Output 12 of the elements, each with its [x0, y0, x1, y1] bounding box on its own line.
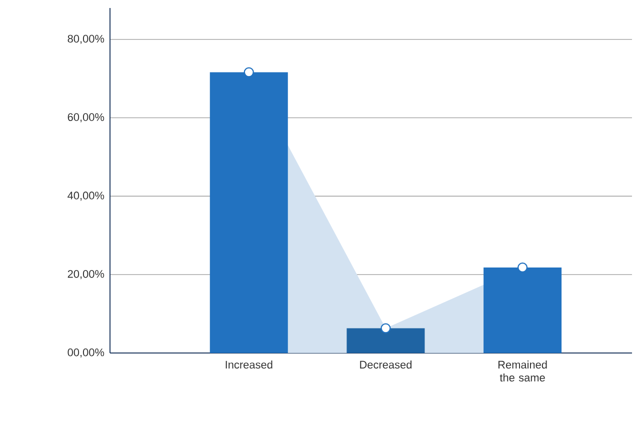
point: [244, 67, 254, 78]
point: [517, 262, 528, 273]
x-tick-label: Remained the same: [498, 360, 547, 382]
y-tick-label: 60,00%: [68, 113, 104, 122]
y-tick-label: 40,00%: [68, 192, 104, 201]
bar: [346, 328, 425, 353]
x-tick-label: Decreased: [360, 360, 412, 369]
y-tick-label: 00,00%: [68, 348, 104, 358]
point: [380, 323, 391, 334]
y-tick-label: 80,00%: [68, 34, 104, 44]
x-tick-label: Increased: [226, 360, 272, 369]
y-tick-label: 20,00%: [68, 270, 104, 280]
